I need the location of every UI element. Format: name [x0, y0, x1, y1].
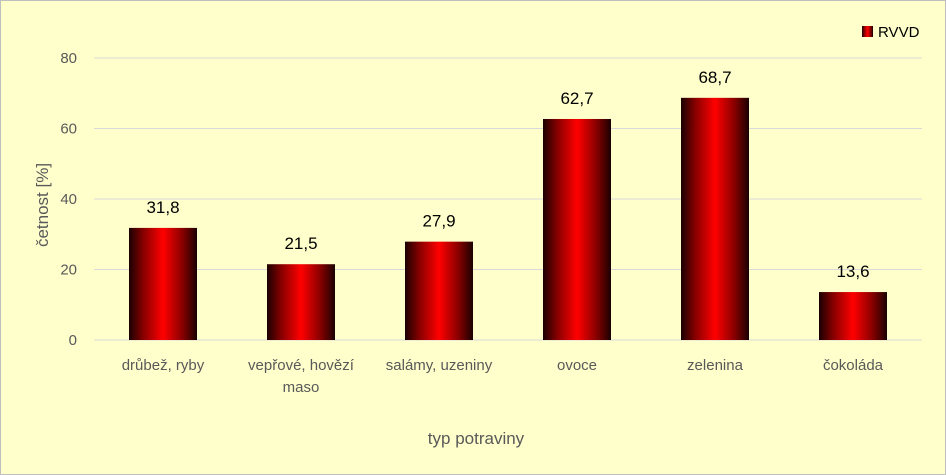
category-label: vepřové, hovězí maso: [248, 357, 355, 396]
y-tick-label: 60: [60, 121, 77, 138]
x-axis-categories: drůbež, ryby vepřové, hovězí maso salámy, u…: [122, 357, 884, 396]
data-label: 13,6: [836, 262, 869, 281]
bar: [405, 241, 473, 340]
category-label: salámy, uzeniny: [386, 357, 493, 374]
category-label: drůbež, ryby: [122, 357, 205, 374]
legend-label: RVVD: [878, 24, 920, 41]
legend-swatch: [862, 26, 873, 37]
y-axis-title: četnost [%]: [33, 163, 52, 247]
bar: [267, 264, 335, 340]
category-label: zelenina: [687, 357, 744, 374]
bars: [129, 97, 887, 341]
y-tick-label: 40: [60, 191, 77, 208]
bar: [819, 292, 887, 340]
y-axis-ticks: 0 20 40 60 80: [60, 50, 77, 349]
bar: [543, 118, 611, 340]
category-label: čokoláda: [823, 357, 884, 374]
x-axis-title: typ potraviny: [428, 429, 525, 448]
category-label: ovoce: [557, 357, 597, 374]
data-label: 68,7: [698, 68, 731, 87]
data-label: 31,8: [146, 198, 179, 217]
gridlines: [94, 57, 922, 341]
legend: RVVD: [862, 24, 920, 41]
bar: [129, 227, 197, 340]
data-label: 27,9: [422, 212, 455, 231]
y-tick-label: 20: [60, 262, 77, 279]
bar: [681, 97, 749, 341]
data-label: 21,5: [284, 234, 317, 253]
data-labels: 31,8 21,5 27,9 62,7 68,7 13,6: [146, 68, 869, 281]
data-label: 62,7: [560, 89, 593, 108]
y-tick-label: 80: [60, 50, 77, 67]
y-tick-label: 0: [69, 332, 77, 349]
